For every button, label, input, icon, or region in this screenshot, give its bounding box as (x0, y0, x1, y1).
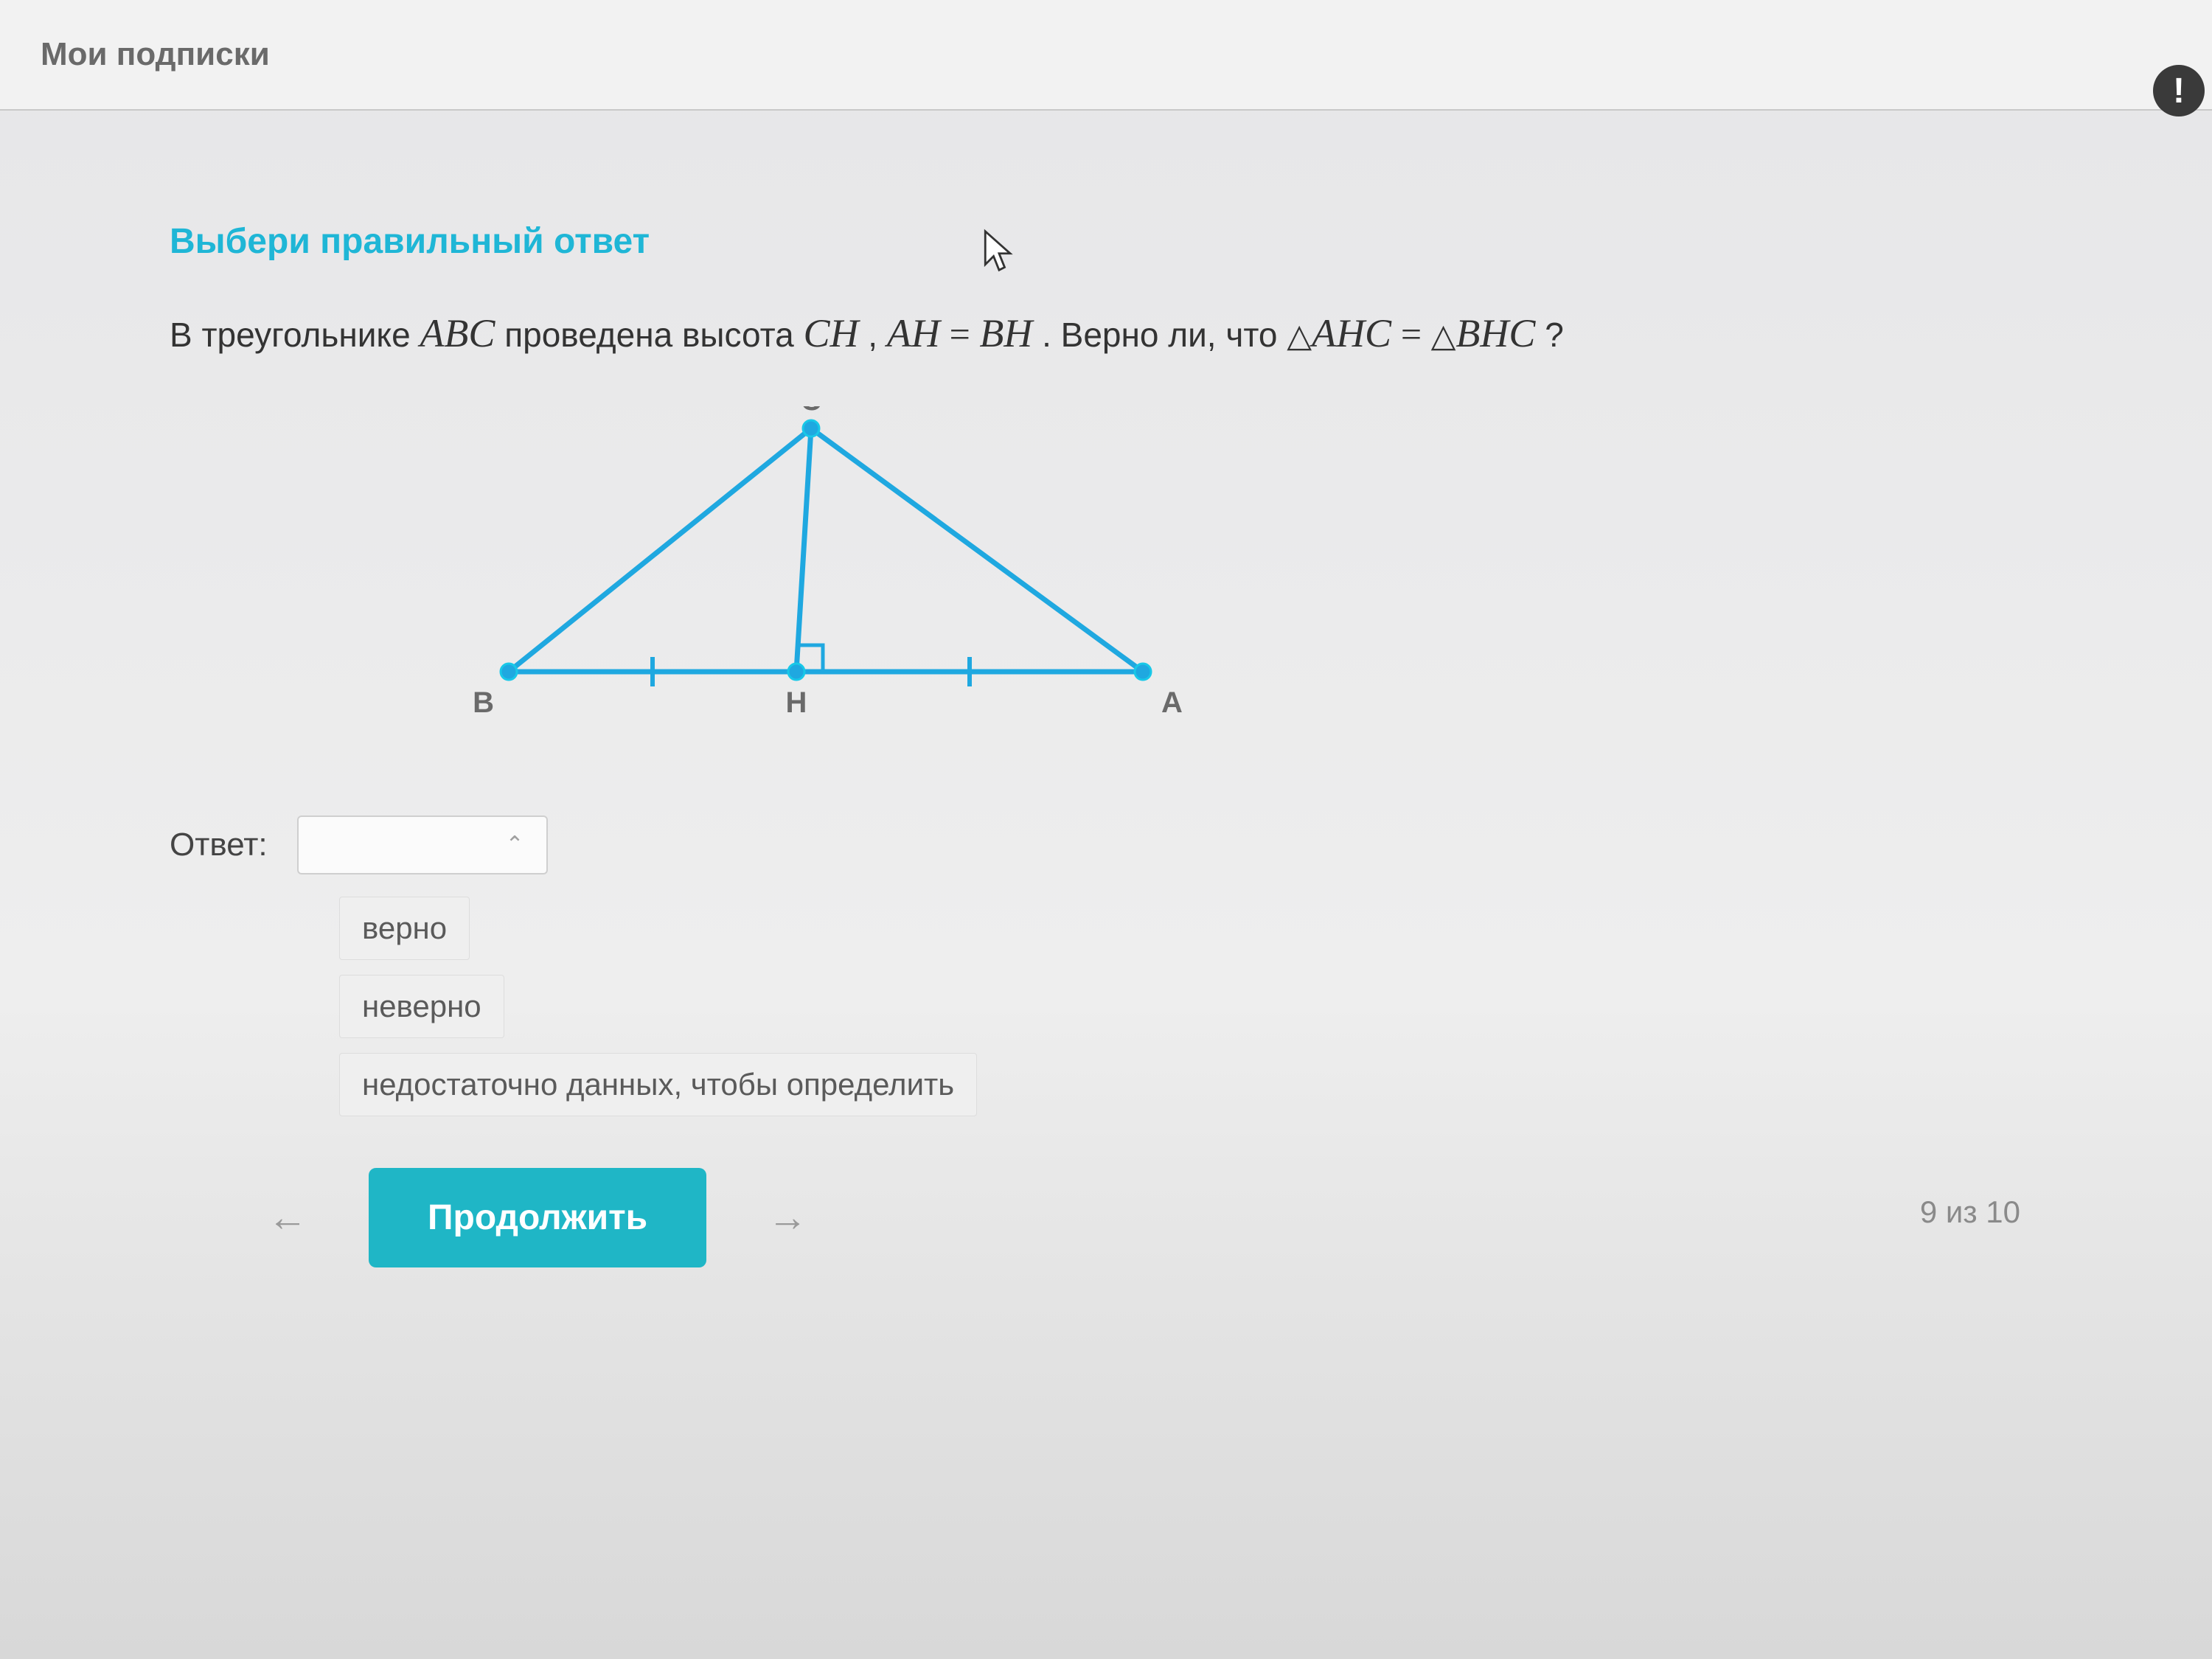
problem-text: . Верно ли, что (1042, 316, 1287, 354)
problem-text: ? (1545, 316, 1564, 354)
screen: Мои подписки ! Выбери правильный ответ В… (0, 0, 2212, 1659)
answer-option-0[interactable]: верно (339, 897, 470, 960)
alert-badge[interactable]: ! (2153, 65, 2205, 116)
math-segment: AH (887, 311, 940, 355)
triangle-symbol: △ (1287, 318, 1312, 354)
math-segment: CH (803, 311, 858, 355)
answer-option-1[interactable]: неверно (339, 975, 504, 1038)
chevron-up-icon: ⌃ (506, 832, 524, 858)
triangle-diagram: B H A C (465, 406, 1217, 723)
math-triangle: AHC (1312, 311, 1391, 355)
answer-label: Ответ: (170, 827, 268, 863)
page-breadcrumb[interactable]: Мои подписки (41, 36, 270, 73)
answer-dropdown[interactable]: ⌃ (297, 815, 548, 874)
prev-arrow[interactable]: ← (258, 1188, 317, 1247)
content-area: Выбери правильный ответ В треугольнике A… (170, 221, 2138, 1267)
next-arrow[interactable]: → (758, 1188, 817, 1247)
progress-indicator: 9 из 10 (1920, 1194, 2020, 1230)
svg-text:A: A (1161, 686, 1183, 719)
figure-container: B H A C (465, 406, 2138, 727)
answer-options-list: верно неверно недостаточно данных, чтобы о… (339, 897, 2138, 1116)
answer-option-2[interactable]: недостаточно данных, чтобы определить (339, 1053, 977, 1116)
answer-row: Ответ: ⌃ (170, 815, 2138, 874)
triangle-name: ABC (420, 311, 495, 355)
prompt-title: Выбери правильный ответ (170, 221, 2138, 262)
alert-icon: ! (2173, 71, 2185, 111)
problem-text: В треугольнике (170, 316, 420, 354)
svg-text:C: C (801, 406, 822, 417)
topbar: Мои подписки ! (0, 0, 2212, 111)
equals-sign: = (950, 313, 980, 355)
equals-sign: = (1401, 313, 1431, 355)
continue-button[interactable]: Продолжить (369, 1168, 706, 1267)
math-segment: BH (979, 311, 1032, 355)
svg-text:H: H (786, 686, 807, 719)
problem-text: проведена высота (504, 316, 803, 354)
math-triangle: BHC (1455, 311, 1535, 355)
svg-text:B: B (473, 686, 494, 719)
triangle-symbol: △ (1431, 318, 1456, 354)
problem-text: , (868, 316, 887, 354)
bottom-nav: ← Продолжить → 9 из 10 (258, 1168, 2138, 1267)
problem-statement: В треугольнике ABC проведена высота CH ,… (170, 306, 2138, 362)
